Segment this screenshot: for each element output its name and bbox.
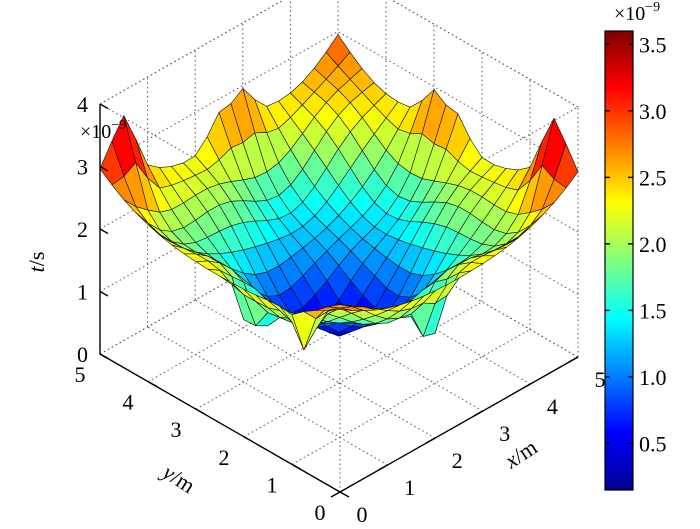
colorbar-ticks: 0.5 1.0 1.5 2.0 2.5 3.0 3.5 (605, 32, 667, 456)
surface-facet (327, 307, 353, 311)
y-tick-label: 0 (315, 500, 326, 525)
colorbar-tick-label: 1.0 (639, 365, 667, 390)
y-tick-label: 4 (123, 390, 134, 415)
wall-grid-z (99, 31, 339, 167)
x-tick-label: 4 (547, 394, 558, 419)
x-tick-label: 1 (404, 475, 415, 500)
y-tick (195, 408, 206, 415)
x-tick (568, 356, 579, 363)
y-axis-label: y/m (157, 458, 200, 498)
y-tick-label: 3 (171, 417, 182, 442)
colorbar-tick-label: 1.5 (639, 298, 667, 323)
colorbar-gradient (604, 30, 634, 491)
floor-grid-x (147, 326, 388, 466)
y-tick (99, 353, 110, 360)
z-tick (99, 103, 109, 110)
floor-grid-y (291, 328, 531, 465)
x-tick (330, 491, 341, 498)
x-tick-label: 2 (452, 448, 463, 473)
z-tick (99, 290, 109, 297)
x-tick (378, 464, 388, 471)
colorbar-tick-label: 2.0 (639, 232, 667, 257)
x-tick-label: 0 (357, 502, 368, 527)
floor-grid-x (194, 299, 436, 439)
colorbar-tick-label: 3.0 (639, 99, 667, 124)
x-tick (521, 383, 531, 390)
z-axis-label: t/s (24, 252, 49, 273)
z-tick (99, 165, 109, 172)
wall-grid-z (337, 31, 579, 170)
y-tick (243, 436, 254, 443)
colorbar-tick-label: 0.5 (639, 431, 667, 456)
colorbar-tick-label: 3.5 (639, 32, 667, 57)
box-edge (390, 0, 579, 108)
colorbar: 0.5 1.0 1.5 2.0 2.5 3.0 3.5 ×10−9 (604, 0, 667, 491)
y-tick (339, 491, 350, 498)
y-tick-label: 5 (75, 362, 86, 387)
y-tick (291, 463, 302, 471)
surface-mesh (99, 34, 579, 351)
y-axis-line (99, 353, 341, 493)
floor-grid-y (195, 273, 435, 410)
x-tick (425, 437, 436, 444)
floor-grid-y (243, 301, 483, 438)
floor-grid-y (147, 246, 387, 383)
y-tick-label: 2 (219, 445, 230, 470)
wall-grid-z (99, 156, 339, 292)
wall-grid-z (99, 218, 339, 355)
z-tick-label: 1 (77, 280, 88, 305)
y-tick (147, 380, 158, 388)
z-tick-label: 4 (77, 92, 88, 117)
colorbar-tick-label: 2.5 (639, 165, 667, 190)
z-axis-exponent: ×10−9 (80, 118, 126, 143)
x-tick-label: 5 (595, 367, 606, 392)
z-tick-label: 3 (77, 155, 88, 180)
z-tick-label: 2 (77, 217, 88, 242)
surface-facet (326, 331, 352, 337)
x-tick (473, 410, 484, 417)
z-tick (99, 228, 109, 235)
box-edge (99, 0, 285, 105)
z-tick-label: 0 (77, 342, 88, 367)
y-tick-label: 1 (267, 472, 278, 497)
x-tick-label: 3 (499, 421, 510, 446)
colorbar-exponent: ×10−9 (614, 0, 660, 25)
